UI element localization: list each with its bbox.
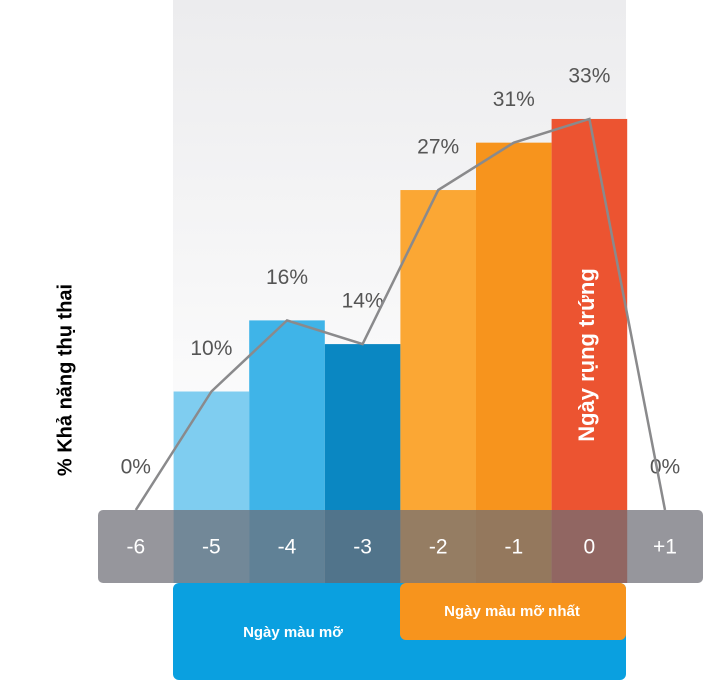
- trend-line: [134, 117, 667, 511]
- most-fertile-box: [400, 583, 626, 640]
- value-label: 0%: [121, 456, 151, 479]
- y-axis-title: % Khả năng thụ thai: [54, 284, 76, 476]
- x-tick-label: -2: [429, 536, 448, 559]
- axis-strip: [98, 510, 703, 583]
- value-label: 31%: [493, 88, 535, 111]
- x-tick-label: 0: [584, 536, 596, 559]
- value-label: 16%: [266, 266, 308, 289]
- value-label: 33%: [568, 64, 610, 87]
- x-tick-label: -1: [504, 536, 523, 559]
- bar: [249, 320, 325, 510]
- value-label: 14%: [342, 290, 384, 313]
- most-fertile-label: Ngày màu mỡ nhất: [444, 603, 580, 620]
- value-label: 10%: [190, 337, 232, 360]
- x-tick-label: -6: [126, 536, 145, 559]
- bar: [476, 142, 552, 510]
- bar: [324, 344, 401, 510]
- bar: [173, 391, 250, 510]
- x-tick-label: +1: [653, 536, 677, 559]
- ovulation-label: Ngày rụng trứng: [574, 268, 599, 442]
- fertile-label: Ngày màu mỡ: [243, 624, 343, 641]
- bar: [400, 190, 476, 511]
- x-tick-label: -5: [202, 536, 221, 559]
- bar: [551, 118, 628, 510]
- x-tick-label: -4: [278, 536, 297, 559]
- x-tick-label: -3: [353, 536, 372, 559]
- value-label: 27%: [417, 136, 459, 159]
